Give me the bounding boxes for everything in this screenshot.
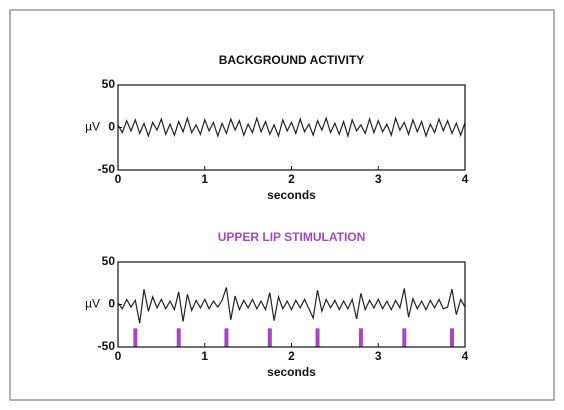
stimulus-marker (315, 328, 320, 347)
x-tick-label: 3 (375, 349, 382, 363)
x-tick-label: 3 (375, 172, 382, 186)
y-tick-label: -50 (98, 162, 116, 176)
x-axis-label: seconds (267, 188, 316, 202)
y-tick-label: 50 (102, 254, 116, 268)
y-axis-label: µV (85, 297, 100, 311)
x-tick-label: 0 (115, 349, 122, 363)
plot-frame (117, 261, 466, 348)
x-tick-label: 1 (201, 172, 208, 186)
chart-title: UPPER LIP STIMULATION (218, 230, 366, 244)
stimulus-marker (402, 328, 407, 347)
stimulus-marker (358, 328, 363, 347)
x-tick-label: 4 (462, 349, 469, 363)
signal-trace (117, 287, 466, 324)
y-axis-label: µV (85, 120, 100, 134)
x-tick-label: 0 (115, 172, 122, 186)
x-tick-label: 1 (201, 349, 208, 363)
x-tick-label: 2 (288, 349, 295, 363)
y-tick-label: 0 (108, 297, 115, 311)
plot-frame (117, 84, 466, 171)
frame (9, 9, 555, 401)
signal-trace (117, 116, 466, 139)
y-tick-label: 50 (102, 77, 116, 91)
chart-title: BACKGROUND ACTIVITY (219, 53, 365, 67)
y-tick-label: -50 (98, 339, 116, 353)
x-tick-label: 4 (462, 172, 469, 186)
stimulus-marker (133, 328, 138, 347)
x-tick-label: 2 (288, 172, 295, 186)
stimulus-marker (449, 328, 454, 347)
y-tick-label: 0 (108, 120, 115, 134)
x-axis-label: seconds (267, 365, 316, 379)
stimulus-marker (176, 328, 181, 347)
stimulus-marker (267, 328, 272, 347)
stimulus-marker (224, 328, 229, 347)
